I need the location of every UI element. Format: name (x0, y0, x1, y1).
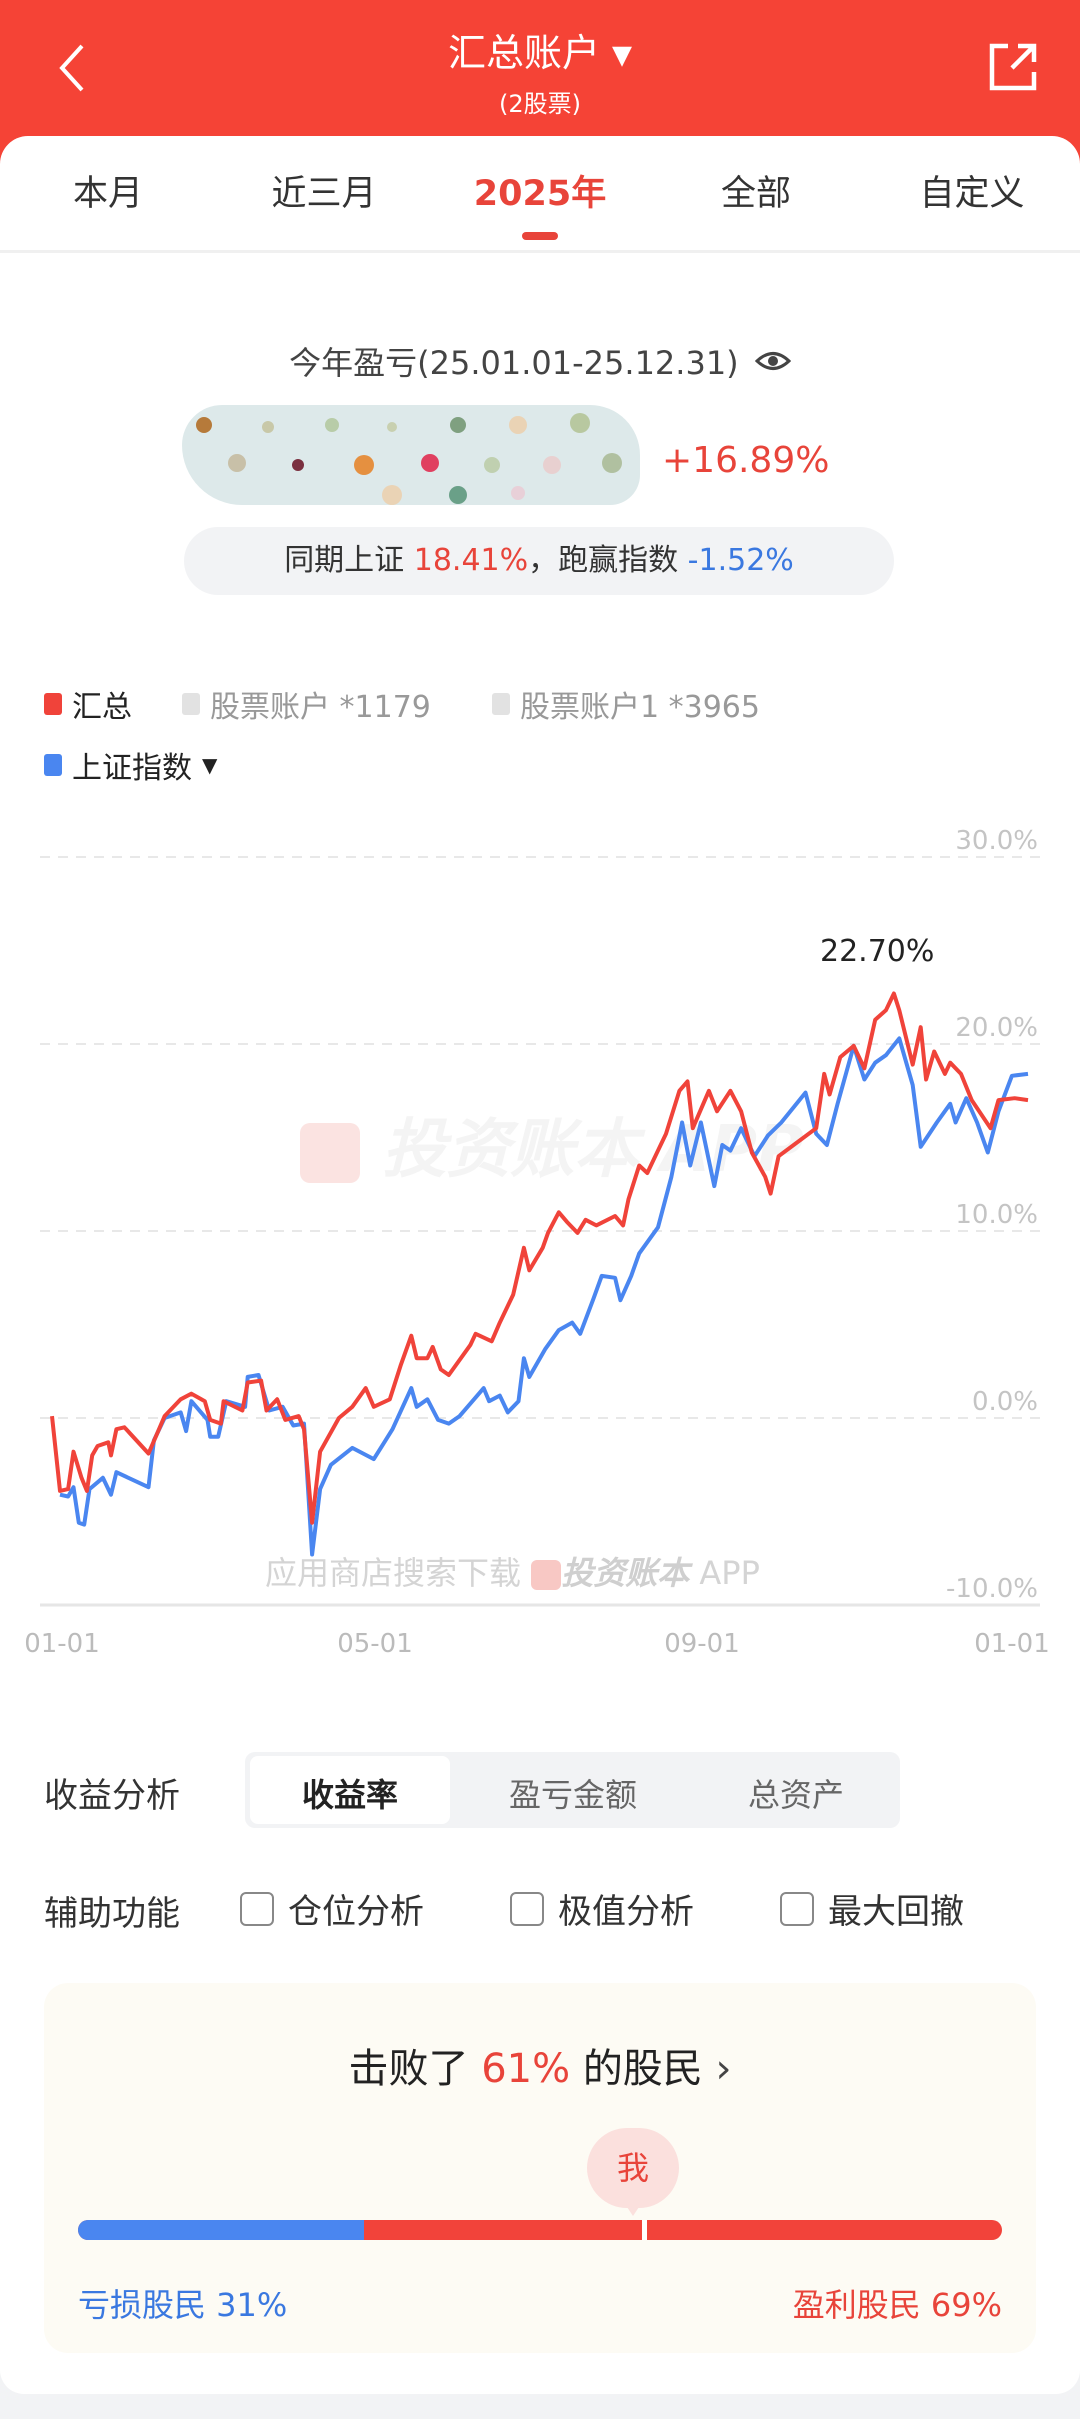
return-percentage: +16.89% (662, 440, 830, 481)
excess-return: -1.52% (687, 543, 794, 578)
compare-prefix: 同期上证 (284, 543, 405, 578)
checkbox-icon (510, 1891, 544, 1926)
x-tick-label: 05-01 (337, 1629, 413, 1659)
chart-watermark: 投资账本 APP (300, 1098, 804, 1190)
tab-all[interactable]: 全部 (720, 174, 792, 214)
rank-prefix: 击败了 (348, 2046, 469, 2092)
tab-divider (0, 250, 1080, 253)
checkbox-position-analysis[interactable]: 仓位分析 (240, 1884, 424, 1933)
aux-label: 辅助功能 (44, 1894, 180, 1934)
checkbox-icon (240, 1891, 274, 1926)
y-tick-label: 20.0% (955, 1013, 1038, 1043)
rank-card[interactable] (44, 1983, 1036, 2353)
back-icon[interactable] (52, 40, 92, 96)
x-tick-label: 01-01 (24, 1629, 100, 1659)
eye-icon[interactable] (754, 346, 792, 384)
summary-title: 今年盈亏(25.01.01-25.12.31) (289, 344, 739, 382)
legend-item-sse-index[interactable]: 上证指数 ▼ (44, 743, 217, 787)
y-tick-label: 0.0% (972, 1387, 1038, 1417)
checkbox-max-drawdown[interactable]: 最大回撤 (780, 1884, 964, 1933)
rank-bar (78, 2220, 1002, 2240)
legend-item-account-3965[interactable]: 股票账户1 *3965 (492, 682, 760, 726)
rank-suffix: 的股民 (582, 2046, 703, 2092)
footer-brand: 投资账本 (561, 1554, 690, 1592)
summary-title-row: 今年盈亏(25.01.01-25.12.31) (0, 338, 1080, 384)
rank-bar-loss (78, 2220, 365, 2240)
me-marker-bubble: 我 (587, 2128, 679, 2208)
legend-swatch (182, 693, 200, 715)
rank-title[interactable]: 击败了 61% 的股民 › (0, 2036, 1080, 2094)
x-tick-label: 01-01 (974, 1629, 1050, 1659)
tab-three-months[interactable]: 近三月 (271, 174, 377, 214)
account-subtitle: (2股票) (499, 90, 581, 118)
watermark-text: 投资账本 APP (382, 1113, 804, 1187)
footer-text: 应用商店搜索下载 (265, 1554, 522, 1592)
legend-item-total[interactable]: 汇总 (44, 682, 132, 726)
tab-2025[interactable]: 2025年 (473, 174, 607, 214)
legend-label: 股票账户 *1179 (210, 690, 431, 725)
segment-return-rate[interactable]: 收益率 (301, 1776, 399, 1814)
chart-footer-watermark: 应用商店搜索下载 投资账本 APP (265, 1548, 760, 1594)
checkbox-label: 极值分析 (558, 1892, 694, 1932)
caret-down-icon: ▼ (202, 753, 218, 777)
compare-mid: ，跑赢指数 (528, 543, 679, 578)
legend-label: 汇总 (72, 690, 132, 725)
series-line-sse-index (59, 1036, 1029, 1557)
index-return: 18.41% (413, 543, 529, 578)
legend-swatch (492, 693, 510, 715)
checkbox-icon (780, 1891, 814, 1926)
footer-app: APP (699, 1554, 760, 1592)
watermark-logo-icon (300, 1123, 360, 1184)
tab-custom[interactable]: 自定义 (919, 174, 1025, 214)
return-chart[interactable]: 30.0% 20.0% 10.0% 0.0% -10.0% 01-01 05-01 09-01… (0, 820, 1080, 1680)
rank-percentage: 61% (481, 2046, 571, 2092)
me-marker-pointer (625, 2204, 641, 2216)
rank-bar-me-marker (641, 2220, 647, 2240)
app-logo-icon (531, 1560, 562, 1590)
y-tick-label: 30.0% (955, 826, 1038, 856)
account-title: 汇总账户 (447, 31, 600, 75)
legend-label: 股票账户1 *3965 (520, 690, 760, 725)
legend-label: 上证指数 (72, 751, 192, 786)
chevron-right-icon: › (715, 2046, 732, 2092)
y-tick-label: -10.0% (946, 1574, 1038, 1604)
tab-this-month[interactable]: 本月 (72, 174, 144, 214)
legend-swatch (44, 693, 62, 715)
loss-investors-label: 亏损股民 31% (78, 2286, 288, 2324)
checkbox-label: 最大回撤 (828, 1892, 964, 1932)
caret-down-icon: ▼ (612, 40, 633, 71)
checkbox-label: 仓位分析 (288, 1892, 424, 1932)
active-tab-indicator (522, 232, 558, 240)
segment-pnl-amount[interactable]: 盈亏金额 (508, 1776, 638, 1814)
profit-investors-label: 盈利股民 69% (792, 2286, 1002, 2324)
analysis-active-bg (250, 1756, 450, 1824)
account-selector[interactable]: 汇总账户 ▼ (0, 22, 1080, 77)
series-line-total (50, 991, 1029, 1525)
legend-item-account-1179[interactable]: 股票账户 *1179 (182, 682, 431, 726)
chart-peak-label: 22.70% (820, 934, 935, 969)
legend-swatch (44, 754, 62, 776)
checkbox-extreme-analysis[interactable]: 极值分析 (510, 1884, 694, 1933)
share-icon[interactable] (986, 40, 1040, 94)
hidden-amount-blur (182, 405, 640, 505)
x-tick-label: 09-01 (664, 1629, 740, 1659)
segment-total-assets[interactable]: 总资产 (747, 1776, 845, 1814)
y-tick-label: 10.0% (955, 1200, 1038, 1230)
analysis-label: 收益分析 (44, 1776, 180, 1816)
index-comparison-pill: 同期上证 18.41%，跑赢指数 -1.52% (184, 527, 894, 595)
